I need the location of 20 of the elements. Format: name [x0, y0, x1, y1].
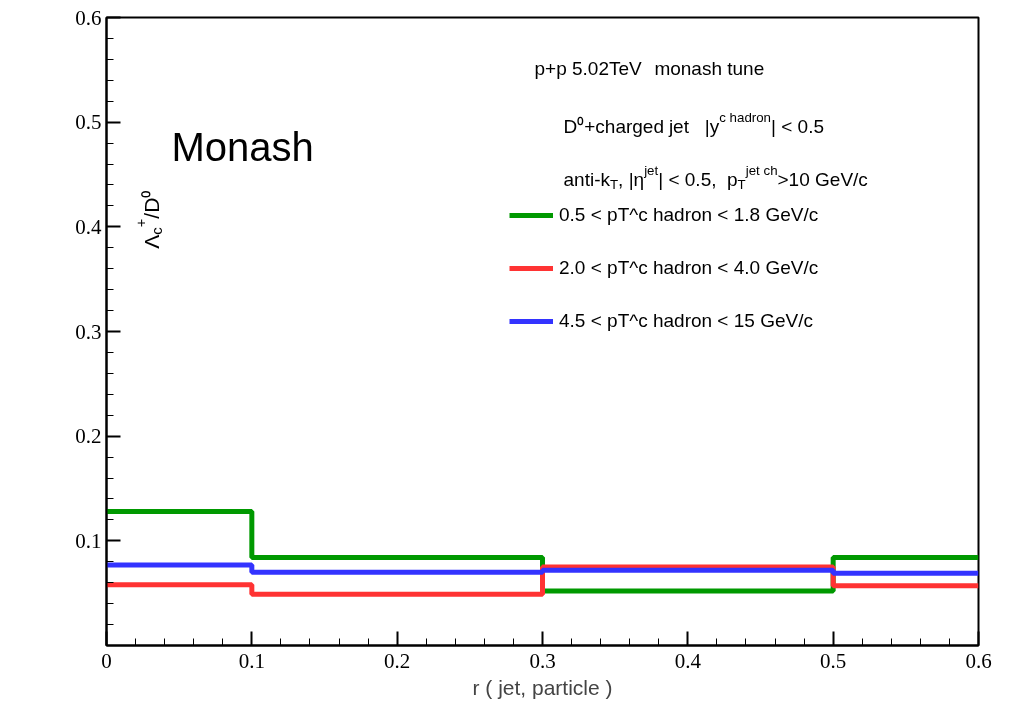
legend-label: 0.5 < pT^c hadron < 1.8 GeV/c — [559, 204, 819, 226]
y-tick-label: 0.4 — [75, 214, 102, 239]
y-tick-label: 0.6 — [75, 5, 102, 30]
y-tick-label: 0.1 — [75, 528, 102, 553]
x-tick-label: 0 — [101, 648, 112, 673]
annotation: p+p 5.02TeV monash tune — [534, 58, 765, 79]
x-axis-title: r ( jet, particle ) — [472, 675, 613, 699]
x-tick-label: 0.1 — [238, 648, 265, 673]
y-axis-title: Λc+/D⁰ — [133, 190, 166, 249]
legend-label: 4.5 < pT^c hadron < 15 GeV/c — [559, 310, 813, 332]
x-tick-label: 0.3 — [529, 648, 556, 673]
legend-label: 2.0 < pT^c hadron < 4.0 GeV/c — [559, 257, 819, 279]
x-tick-label: 0.2 — [384, 648, 411, 673]
x-tick-label: 0.5 — [820, 648, 847, 673]
x-tick-label: 0.6 — [965, 648, 992, 673]
y-tick-label: 0.3 — [75, 319, 102, 344]
y-tick-label: 0.2 — [75, 424, 102, 449]
annotation: Monash — [171, 124, 314, 169]
x-tick-label: 0.4 — [674, 648, 702, 673]
y-tick-label: 0.5 — [75, 110, 102, 135]
